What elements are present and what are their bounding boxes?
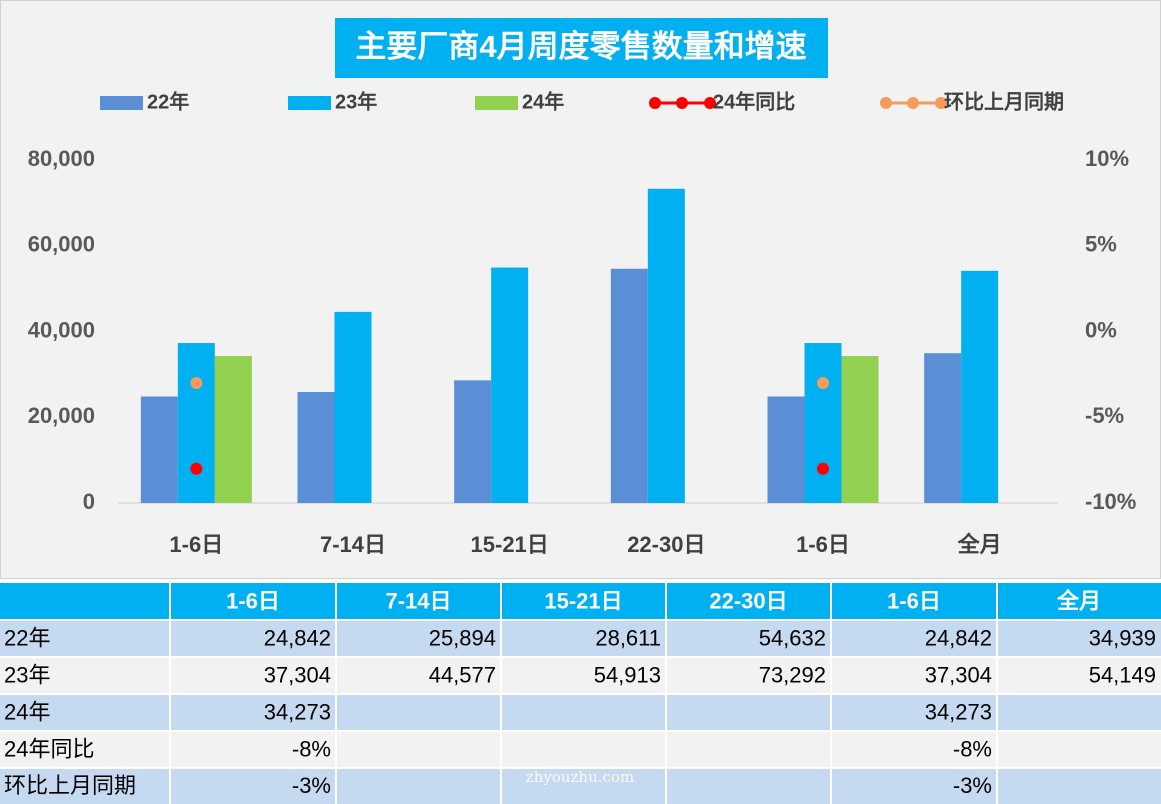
table-cell: 37,304 [264,662,331,687]
legend-label: 环比上月同期 [944,90,1064,113]
table-row-label: 24年同比 [4,736,94,761]
y2-tick-label: 0% [1085,317,1117,342]
table-row-bg [0,657,1161,694]
legend-label: 23年 [335,89,377,113]
point [190,376,203,389]
table-cell: 28,611 [595,625,661,650]
watermark: zhyouzhu.com [526,768,634,786]
table-row-bg [0,768,1161,804]
y2-tick-label: 10% [1085,146,1129,171]
x-tick-label: 22-30日 [627,532,705,557]
table-header: 1-6日 [887,588,941,613]
table-header: 15-21日 [544,588,622,613]
bar [334,311,372,503]
table-cell: 54,913 [594,662,661,687]
legend-marker [907,97,919,109]
legend-marker [649,97,661,109]
legend-marker [935,97,947,109]
bar [647,188,685,503]
table-cell: -8% [292,736,331,761]
table-cell: 34,939 [1089,625,1156,650]
y-tick-label: 80,000 [28,146,95,171]
table-row-bg [0,694,1161,731]
legend-swatch [288,96,331,110]
bar [140,396,178,503]
x-tick-label: 1-6日 [169,532,223,557]
bar [924,353,962,503]
y2-tick-label: -5% [1085,403,1124,428]
table-header: 7-14日 [385,588,451,613]
x-tick-label: 1-6日 [796,532,850,557]
table-header-bg [0,583,1161,620]
table-cell: -3% [292,773,331,798]
x-tick-label: 全月 [957,532,1002,557]
y-tick-label: 40,000 [28,317,95,342]
table-cell: -3% [953,773,992,798]
bar [214,356,252,503]
table-cell: 54,632 [759,625,826,650]
bar [491,267,529,503]
point [817,376,829,389]
y-tick-label: 60,000 [28,232,95,257]
table-cell: 73,292 [759,662,826,687]
legend-label: 24年 [522,89,564,113]
table-row-label: 22年 [4,625,50,650]
table-row-label: 23年 [4,662,50,687]
x-tick-label: 7-14日 [320,532,386,557]
bar [454,380,492,503]
title-box [335,18,828,78]
table-cell: 24,842 [264,625,331,650]
bar [297,391,335,503]
chart-title: 主要厂商4月周度零售数量和增速 [355,29,806,64]
table-cell: 54,149 [1089,662,1156,687]
table-cell: 34,273 [925,699,992,724]
bar [841,356,879,503]
table-row-label: 24年 [4,699,50,724]
y-tick-label: 0 [83,489,95,514]
table-cell: -8% [953,736,992,761]
legend-label: 22年 [147,89,189,113]
point [817,462,829,475]
bar [767,396,805,503]
legend-swatch [475,96,518,110]
y2-tick-label: 5% [1085,232,1117,257]
legend-marker [676,97,688,109]
table-header: 22-30日 [709,588,787,613]
y2-tick-label: -10% [1085,489,1136,514]
x-tick-label: 15-21日 [471,532,549,557]
table-cell: 44,577 [429,662,496,687]
bar [961,270,999,503]
table-cell: 25,894 [429,625,496,650]
table-row-bg [0,731,1161,768]
legend-label: 24年同比 [713,89,795,113]
legend-marker [704,97,716,109]
table-row-label: 环比上月同期 [4,773,136,798]
table-row-bg [0,620,1161,657]
y-tick-label: 20,000 [28,403,95,428]
legend-marker [880,97,892,109]
bar [804,343,842,503]
legend-swatch [100,96,143,110]
table-cell: 24,842 [925,625,992,650]
bar [177,343,215,503]
bar [610,268,648,503]
table-cell: 37,304 [925,662,992,687]
point [190,462,203,475]
table-header: 1-6日 [226,588,280,613]
table-header: 全月 [1056,588,1101,613]
table-cell: 34,273 [264,699,331,724]
